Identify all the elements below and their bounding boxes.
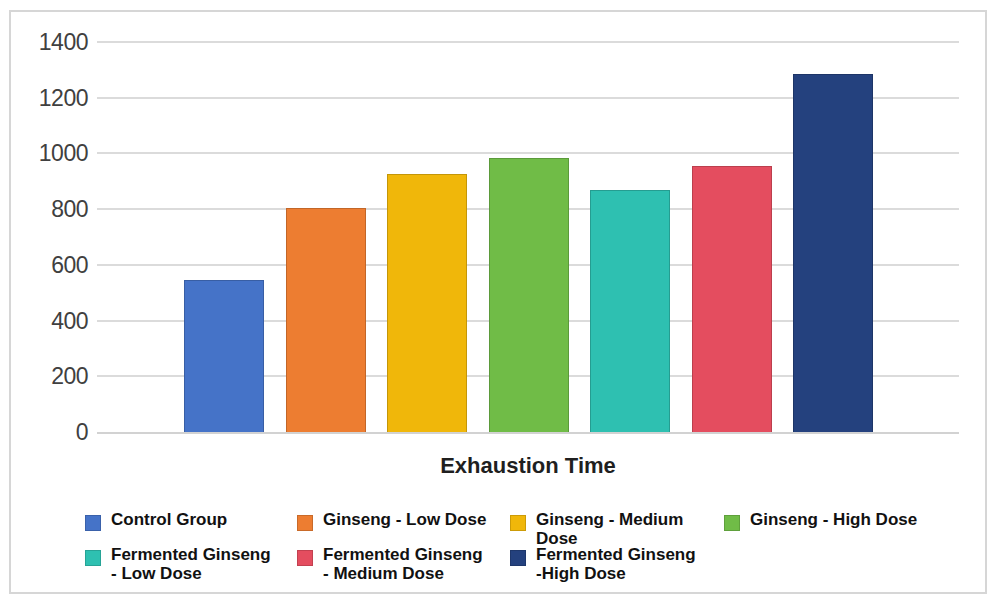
legend-color-swatch: [510, 550, 526, 566]
legend-color-swatch: [297, 550, 313, 566]
legend-color-swatch: [297, 515, 313, 531]
legend: Control Group Ginseng - Low Dose Ginseng -…: [11, 12, 985, 592]
legend-color-swatch: [85, 515, 101, 531]
legend-label: Ginseng - Low Dose: [323, 510, 486, 529]
legend-label: Ginseng - High Dose: [750, 510, 917, 529]
legend-label: Fermented Ginseng -High Dose: [536, 545, 696, 583]
legend-item-ginseng-medium-dose: Ginseng - Medium Dose: [510, 510, 683, 548]
legend-color-swatch: [724, 515, 740, 531]
bar-chart: 0200400600800100012001400 Exhaustion Tim…: [0, 0, 1000, 609]
legend-label: Control Group: [111, 510, 227, 529]
legend-item-control-group: Control Group: [85, 510, 227, 531]
legend-item-ginseng-high-dose: Ginseng - High Dose: [724, 510, 917, 531]
legend-color-swatch: [510, 515, 526, 531]
legend-item-fermented-ginseng-high-dose: Fermented Ginseng -High Dose: [510, 545, 696, 583]
legend-label: Fermented Ginseng - Low Dose: [111, 545, 271, 583]
legend-label: Ginseng - Medium Dose: [536, 510, 683, 548]
legend-item-ginseng-low-dose: Ginseng - Low Dose: [297, 510, 486, 531]
legend-item-fermented-ginseng-medium-dose: Fermented Ginseng - Medium Dose: [297, 545, 483, 583]
legend-color-swatch: [85, 550, 101, 566]
legend-item-fermented-ginseng-low-dose: Fermented Ginseng - Low Dose: [85, 545, 271, 583]
legend-label: Fermented Ginseng - Medium Dose: [323, 545, 483, 583]
chart-frame: 0200400600800100012001400 Exhaustion Tim…: [9, 10, 987, 594]
